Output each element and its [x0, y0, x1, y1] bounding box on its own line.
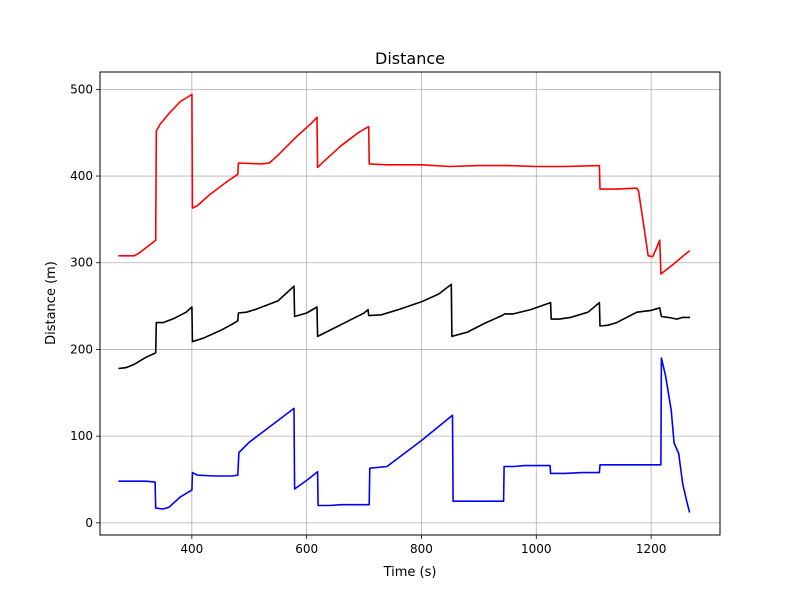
y-axis-label: Distance (m): [44, 261, 59, 345]
series-line-3: [118, 357, 691, 513]
x-tick-label: 1200: [636, 542, 667, 556]
y-tick-label: 400: [70, 169, 93, 183]
series-layer: [118, 93, 691, 513]
series-line-1: [118, 93, 691, 275]
series-line-2: [118, 283, 691, 370]
y-tick-label: 300: [70, 256, 93, 270]
chart-title: Distance: [375, 49, 445, 68]
x-tick-label: 800: [410, 542, 433, 556]
x-tick-label: 400: [180, 542, 203, 556]
y-tick-label: 0: [85, 516, 93, 530]
y-tick-label: 500: [70, 82, 93, 96]
y-tick-label: 200: [70, 342, 93, 356]
x-axis-label: Time (s): [383, 565, 437, 580]
plot-frame: [99, 71, 721, 536]
x-tick-label: 600: [295, 542, 318, 556]
x-tick-label: 1000: [521, 542, 552, 556]
ticks: 400 600 800 1000 1200 0 100 200 300 400 500: [70, 82, 666, 556]
y-tick-label: 100: [70, 429, 93, 443]
grid: [100, 72, 720, 535]
